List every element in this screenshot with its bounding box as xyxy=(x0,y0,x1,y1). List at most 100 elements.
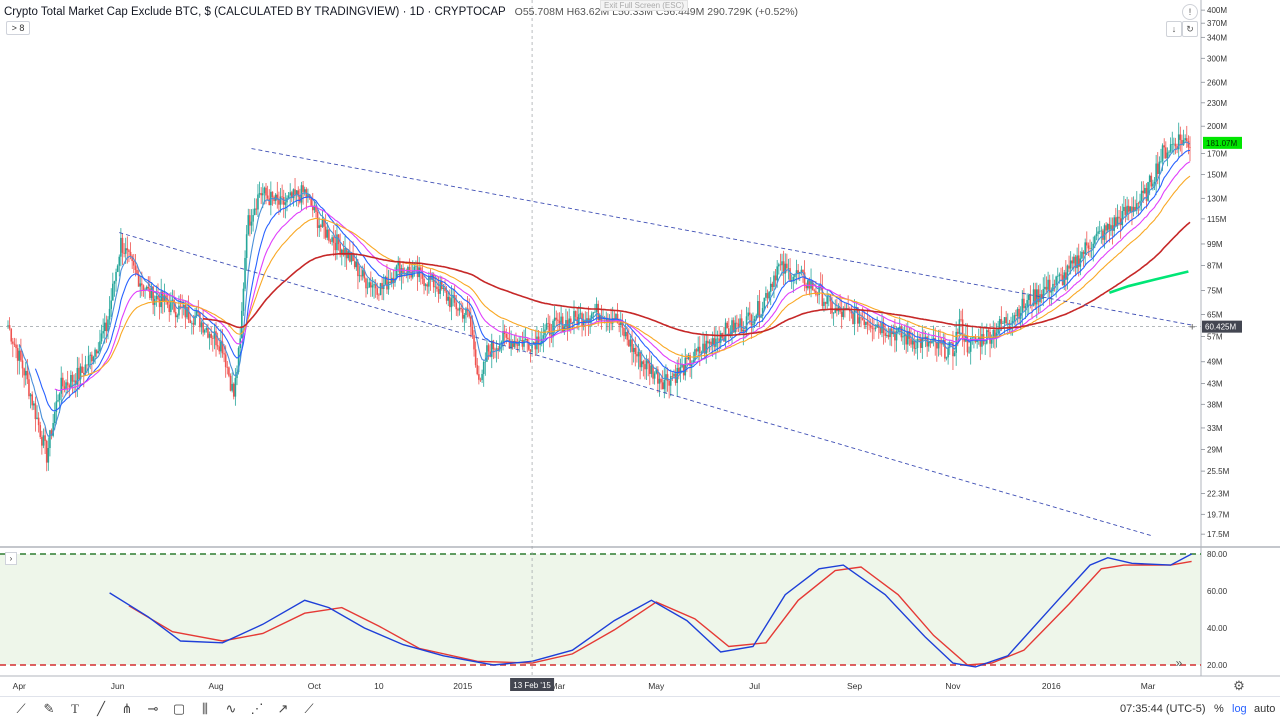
candle xyxy=(1184,134,1186,143)
ema-line-55[interactable] xyxy=(80,175,1191,377)
main-pane[interactable] xyxy=(0,0,1201,546)
trend-line-tools-icon[interactable]: ⟋ xyxy=(16,701,26,716)
candle xyxy=(832,312,835,326)
trendline-1[interactable] xyxy=(251,148,1192,326)
price-tick-label: 115M xyxy=(1207,215,1227,224)
log-scale-toggle[interactable]: log xyxy=(1232,703,1247,715)
horizontal-line-icon[interactable]: ⊸ xyxy=(147,701,159,716)
percent-scale-toggle[interactable]: % xyxy=(1214,703,1224,715)
candle xyxy=(220,328,222,358)
candle xyxy=(1044,274,1046,295)
candle xyxy=(1087,242,1090,257)
candle xyxy=(452,288,454,307)
candle xyxy=(332,225,335,257)
candle xyxy=(492,339,495,360)
candle xyxy=(424,283,427,291)
osc-tick-label: 80.00 xyxy=(1207,550,1228,559)
fib-retracement-icon[interactable]: ⫼ xyxy=(202,701,208,716)
price-tick-label: 19.7M xyxy=(1207,510,1230,519)
candle xyxy=(494,347,496,359)
price-tick-label: 400M xyxy=(1207,6,1227,15)
ema-line-150[interactable] xyxy=(203,221,1191,337)
candle xyxy=(592,311,595,321)
oscillator-collapse-button[interactable]: › xyxy=(5,552,17,565)
candle xyxy=(873,319,875,340)
symbol-title[interactable]: Crypto Total Market Cap Exclude BTC, $ (… xyxy=(4,6,506,18)
candle xyxy=(813,288,816,293)
text-tool-icon[interactable]: T xyxy=(71,701,79,716)
candle xyxy=(747,307,749,321)
candle xyxy=(1042,277,1045,307)
candle xyxy=(340,248,343,266)
time-tick-label: Jul xyxy=(749,681,760,691)
candle xyxy=(865,321,867,330)
brush-tool-icon[interactable]: ⟋ xyxy=(304,701,314,716)
candle xyxy=(487,343,490,360)
candle xyxy=(1163,138,1165,159)
candle xyxy=(961,308,964,347)
ruler-icon[interactable]: ╱ xyxy=(97,701,105,716)
candle xyxy=(537,330,540,354)
scroll-right-icon[interactable]: » xyxy=(1175,656,1183,670)
stoch-k-line[interactable] xyxy=(109,553,1192,668)
candle xyxy=(739,314,741,334)
candle xyxy=(737,318,740,332)
candle xyxy=(1084,238,1086,266)
crosshair-price-badge xyxy=(1202,320,1242,333)
candle xyxy=(526,338,529,353)
download-arrow-icon[interactable]: ↓ xyxy=(1166,21,1182,37)
candle xyxy=(644,359,646,380)
candle xyxy=(257,184,259,217)
candle xyxy=(100,324,103,345)
gann-fan-icon[interactable]: ⋰ xyxy=(250,701,264,716)
auto-scale-toggle[interactable]: auto xyxy=(1254,703,1276,715)
candle xyxy=(642,359,645,377)
alert-icon[interactable]: ! xyxy=(1182,4,1198,20)
candle xyxy=(324,214,327,240)
candle xyxy=(1173,137,1175,155)
candle xyxy=(200,320,203,335)
candle xyxy=(881,313,883,338)
candle xyxy=(39,421,42,440)
candle xyxy=(937,329,940,357)
candle xyxy=(516,338,519,353)
candle xyxy=(95,349,98,358)
elliott-wave-icon[interactable]: ∿ xyxy=(225,701,237,716)
candle xyxy=(211,335,214,352)
candle xyxy=(636,344,638,363)
candle xyxy=(569,316,572,334)
settings-gear-icon[interactable]: ⚙ xyxy=(1233,678,1245,693)
brush-icon[interactable]: ✎ xyxy=(43,701,55,716)
candle xyxy=(671,372,674,381)
candle xyxy=(1008,319,1011,333)
price-tick-label: 25.5M xyxy=(1207,467,1230,476)
candle xyxy=(276,181,279,209)
indicators-collapse-button[interactable]: > 8 xyxy=(6,21,30,35)
curve-icon[interactable]: ↗ xyxy=(277,701,289,716)
price-tick-label: 99M xyxy=(1207,240,1223,249)
green-moving-average[interactable] xyxy=(1108,270,1189,294)
rectangle-icon[interactable]: ▢ xyxy=(172,701,186,716)
stoch-d-line[interactable] xyxy=(128,560,1192,666)
candle xyxy=(1113,214,1116,238)
candle xyxy=(84,355,87,376)
candle xyxy=(145,285,148,291)
refresh-icon[interactable]: ↻ xyxy=(1182,21,1198,37)
candle xyxy=(112,272,114,301)
pitchfork-icon[interactable]: ⋔ xyxy=(121,701,133,716)
candle xyxy=(34,396,37,432)
trendline-2[interactable] xyxy=(119,232,1154,537)
candle xyxy=(99,329,101,352)
exit-full-screen-hint[interactable]: Exit Full Screen (ESC) xyxy=(600,0,689,11)
candle xyxy=(1029,285,1032,309)
candle xyxy=(1127,199,1130,221)
clock-readout[interactable]: 07:35:44 (UTC-5) xyxy=(1120,703,1206,715)
candle xyxy=(1145,183,1148,209)
candle xyxy=(1027,293,1030,314)
candle xyxy=(207,323,209,339)
candle xyxy=(215,322,217,357)
crosshair-plus-icon[interactable]: + xyxy=(1189,322,1195,334)
candle xyxy=(1073,253,1075,272)
candle xyxy=(1053,279,1056,292)
